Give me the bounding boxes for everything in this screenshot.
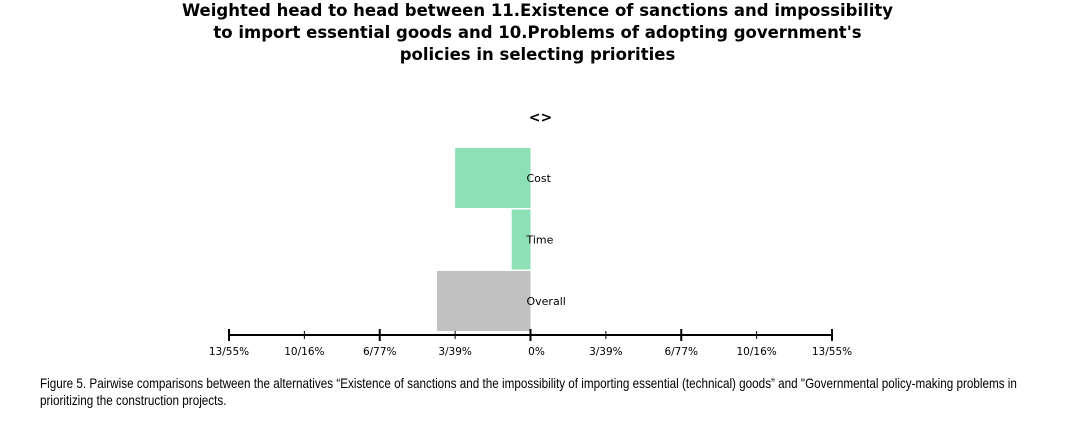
bar-cost: [455, 148, 531, 208]
chart-title: Weighted head to head between 11.Existen…: [0, 0, 1075, 66]
x-tick-label: 13/55%: [209, 346, 249, 358]
bar-time: [511, 209, 531, 270]
x-tick-label: 10/16%: [284, 346, 324, 358]
chart-title-line-3: policies in selecting priorities: [399, 45, 676, 64]
direction-marker: <>: [529, 110, 552, 126]
figure-caption: Figure 5. Pairwise comparisons between t…: [40, 375, 1051, 409]
figure-caption-text: Pairwise comparisons between the alterna…: [40, 376, 1017, 408]
chart-title-line-1: Weighted head to head between 11.Existen…: [181, 1, 894, 20]
x-tick-label: 3/39%: [589, 346, 623, 358]
figure-caption-label: Figure 5.: [40, 376, 87, 391]
x-tick-label: 0%: [528, 346, 545, 358]
bar-overall: [437, 271, 531, 331]
bar-chart: <> Cost Time Overall 13/55% 10/16% 6/77% 3/39% 0…: [209, 110, 852, 358]
category-label-time: Time: [526, 234, 554, 247]
x-tick-label: 6/77%: [363, 346, 397, 358]
category-label-cost: Cost: [527, 172, 552, 185]
category-label-overall: Overall: [527, 295, 566, 308]
x-tick-label: 6/77%: [664, 346, 698, 358]
x-tick-label: 3/39%: [438, 346, 472, 358]
chart-title-line-2: to import essential goods and 10.Problem…: [213, 23, 862, 42]
x-tick-label: 13/55%: [812, 346, 852, 358]
x-tick-label: 10/16%: [737, 346, 777, 358]
